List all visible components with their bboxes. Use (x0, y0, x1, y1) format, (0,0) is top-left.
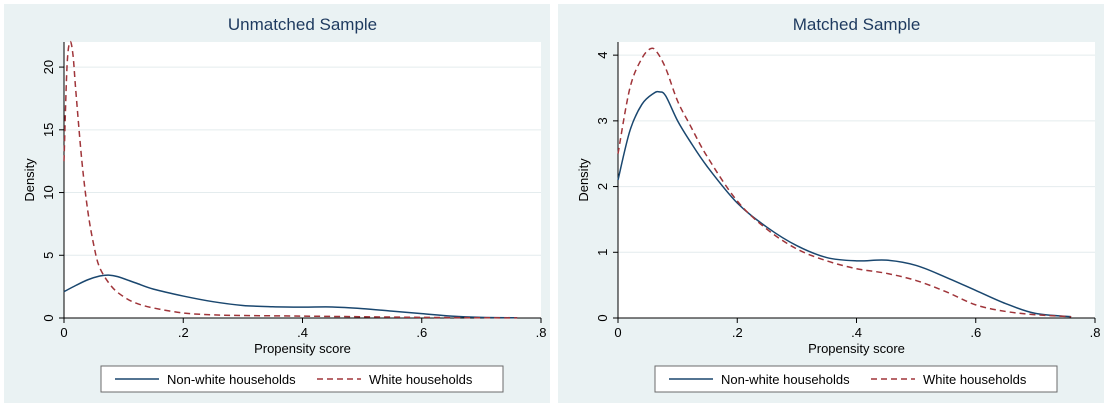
chart-title: Matched Sample (793, 15, 921, 34)
y-tick-label: 4 (595, 52, 610, 59)
y-axis-label: Density (576, 158, 591, 202)
y-tick-label: 0 (595, 314, 610, 321)
legend-label-non-white-households: Non-white households (167, 372, 296, 387)
legend-label-white-households: White households (369, 372, 473, 387)
x-tick-label: .6 (970, 325, 981, 340)
chart-title: Unmatched Sample (228, 15, 377, 34)
y-tick-label: 3 (595, 117, 610, 124)
plot-area (618, 42, 1095, 318)
y-tick-label: 15 (41, 123, 56, 137)
series-line-non-white-households (63, 274, 518, 319)
x-axis-label: Propensity score (808, 341, 905, 356)
y-tick-label: 0 (41, 314, 56, 321)
x-tick-label: .2 (732, 325, 743, 340)
y-tick-label: 20 (41, 60, 56, 74)
legend: Non-white households White households (100, 365, 504, 393)
y-tick-label: 10 (41, 185, 56, 199)
panel-unmatched-sample: Unmatched Sample 0 5 10 15 20 0 .2 .4 .6 .8 Propens… (4, 4, 550, 403)
x-tick-label: .6 (416, 325, 427, 340)
x-tick-label: 0 (60, 325, 67, 340)
y-tick-label: 2 (595, 183, 610, 190)
x-tick-label: .4 (297, 325, 308, 340)
legend-box (654, 365, 1058, 393)
legend-label-non-white-households: Non-white households (721, 372, 850, 387)
x-tick-label: .2 (178, 325, 189, 340)
x-axis-label: Propensity score (254, 341, 351, 356)
series-line-non-white-households (617, 90, 1072, 318)
panel-matched-sample: Matched Sample 0 1 2 3 4 0 .2 .4 .6 .8 Propensity s… (558, 4, 1104, 403)
x-tick-label: .8 (536, 325, 547, 340)
legend: Non-white households White households (654, 365, 1058, 393)
x-tick-label: 0 (614, 325, 621, 340)
x-tick-label: .8 (1090, 325, 1101, 340)
legend-label-white-households: White households (923, 372, 1027, 387)
chart-matched-sample: Matched Sample 0 1 2 3 4 0 .2 .4 .6 .8 Propensity s… (576, 15, 1101, 393)
series-line-white-households (617, 47, 1072, 318)
legend-box (100, 365, 504, 393)
series-line-white-households (63, 40, 518, 319)
y-axis-label: Density (22, 158, 37, 202)
y-tick-label: 1 (595, 249, 610, 256)
chart-unmatched-sample: Unmatched Sample 0 5 10 15 20 0 .2 .4 .6 .8 Propens… (22, 15, 547, 393)
plot-area (64, 42, 541, 318)
y-tick-label: 5 (41, 252, 56, 259)
x-tick-label: .4 (851, 325, 862, 340)
